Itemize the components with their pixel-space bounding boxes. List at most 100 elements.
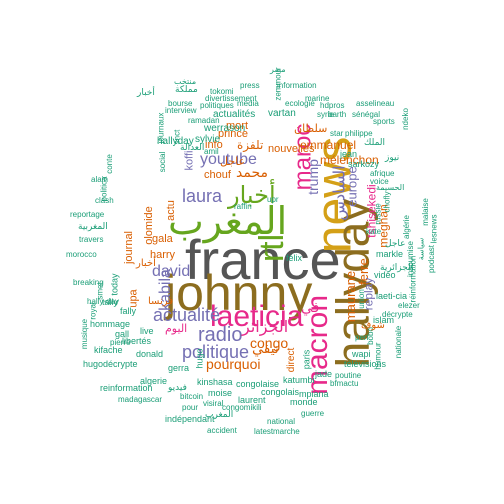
word-syrie: syrie [317,110,334,119]
word-podcast: podcast [427,244,437,274]
word-breaking: breaking [73,278,104,287]
word-algerie-2: algérie [402,214,412,240]
word-voice: voice [370,177,389,186]
word-aljazair: الجزائر [242,319,289,336]
word-akhbar: أخبار [228,182,276,209]
word-pourquoi: pourquoi [206,356,261,372]
word-nationale: nationale [394,325,404,359]
word-ar-adala: العدالة [180,142,205,152]
word-trump: trump [304,159,321,195]
word-guerre: guerre [301,409,325,418]
word-jade: jade [315,369,333,379]
word-hugo: hugo [194,348,205,369]
word-travers: travers [79,235,104,244]
word-accident: accident [207,426,237,435]
word-media: média [237,99,259,108]
word-ar-video: فيديو [168,382,187,392]
word-poutine: poutine [335,371,362,380]
word-hally-day: hally-day [87,297,120,306]
word-hommage: hommage [90,319,131,329]
word-union: union [356,289,366,309]
word-actu: actu [164,200,177,221]
word-hugodecrypte: hugodécrypte [83,359,138,369]
word-ar-faransa: فرنسا [148,296,174,307]
word-visiral: visiral [203,399,224,408]
word-fally: fally [120,306,137,316]
word-laurent: laurent [238,395,266,405]
word-asselineau: asselineau [356,99,395,108]
word-wapi: wapi [352,349,371,359]
word-nouvelles: nouvelles [268,143,315,155]
word-ar-masr: مصر [270,65,286,74]
word-morocco: morocco [66,250,97,259]
word-moise: moise [208,388,233,398]
word-melenchon: mélenchon [320,153,379,167]
word-islam: islam [373,315,395,325]
word-koffi: koffi [183,150,196,171]
word-ecologie: ecologie [285,99,315,108]
word-bitcoin: bitcoin [180,392,204,401]
word-humour: humour [373,342,383,370]
word-marche: marche [273,427,300,436]
word-journaux: journaux [156,112,166,144]
word-information: information [277,81,317,90]
word-sarkozy: sarkozy [348,159,380,169]
word-video: vidéo [374,270,396,280]
word-ar-ajil-teal: عاجل [385,238,406,248]
word-ar-siyasa: سياسة [416,237,426,261]
word-chofly: chofly [382,191,392,213]
word-clash: clash [95,196,114,205]
word-ar-fi: في [301,299,320,315]
word-france: france [185,228,341,291]
word-politica: politica [99,176,109,202]
word-upa: upa [127,289,140,308]
word-live: live [140,326,154,336]
word-donald: donald [136,349,164,359]
word-ar-news: نيوز [385,152,400,162]
word-ar-sultan: سلطان [294,123,328,135]
word-musique: musique [80,318,90,350]
word-tally: tally [102,297,119,307]
word-actualites: actualités [213,109,256,120]
word-actualite: actualité [153,305,221,325]
word-ajil: عاجل [220,156,246,168]
word-kinshasa: kinshasa [197,377,233,387]
word-monde: monde [290,397,318,407]
word-libertes: libertés [122,336,152,346]
word-congo: congo [250,335,289,351]
word-gerra: gerra [168,363,190,373]
word-johnny: johnny [165,265,313,321]
word-markle: markle [376,249,404,259]
word-kifache: kifache [94,345,123,355]
word-national: national [267,417,296,426]
word-madagascar: madagascar [118,395,163,404]
word-prince: prince [218,128,248,140]
word-today: today [109,273,120,296]
word-reportage: reportage [70,210,105,219]
word-laeti-cia: laeti-cia [376,291,408,301]
word-afrique: afrique [370,169,395,178]
word-direct: direct [286,347,298,373]
word-star: star [330,129,344,138]
word-congomikili: congomikili [222,403,262,412]
word-pierre: pierre [110,338,131,347]
word-ar-mamlaka: مملكة [175,84,198,94]
word-televisions: télévisions [344,359,387,369]
word-senegal: sénégal [352,110,381,119]
word-bourse: bourse [168,99,193,108]
word-laura: laura [182,186,223,206]
word-harry: harry [150,249,176,261]
word-gala: gala [152,233,173,245]
word-pen: pen [355,333,369,342]
word-vartan: vartan [268,108,296,119]
word-barth: barth [328,110,347,119]
word-rtl: rtl [253,233,292,263]
word-hallyday-small: hallyday [157,136,194,147]
word-marine: marine [305,94,330,103]
word-royal: royal [88,302,98,320]
word-gall: gall [115,329,130,339]
word-congolais: congolais [261,387,300,397]
word-ar-jazairia: الجزائرية [380,262,414,272]
word-ar-alyawm: اليوم [165,323,188,335]
